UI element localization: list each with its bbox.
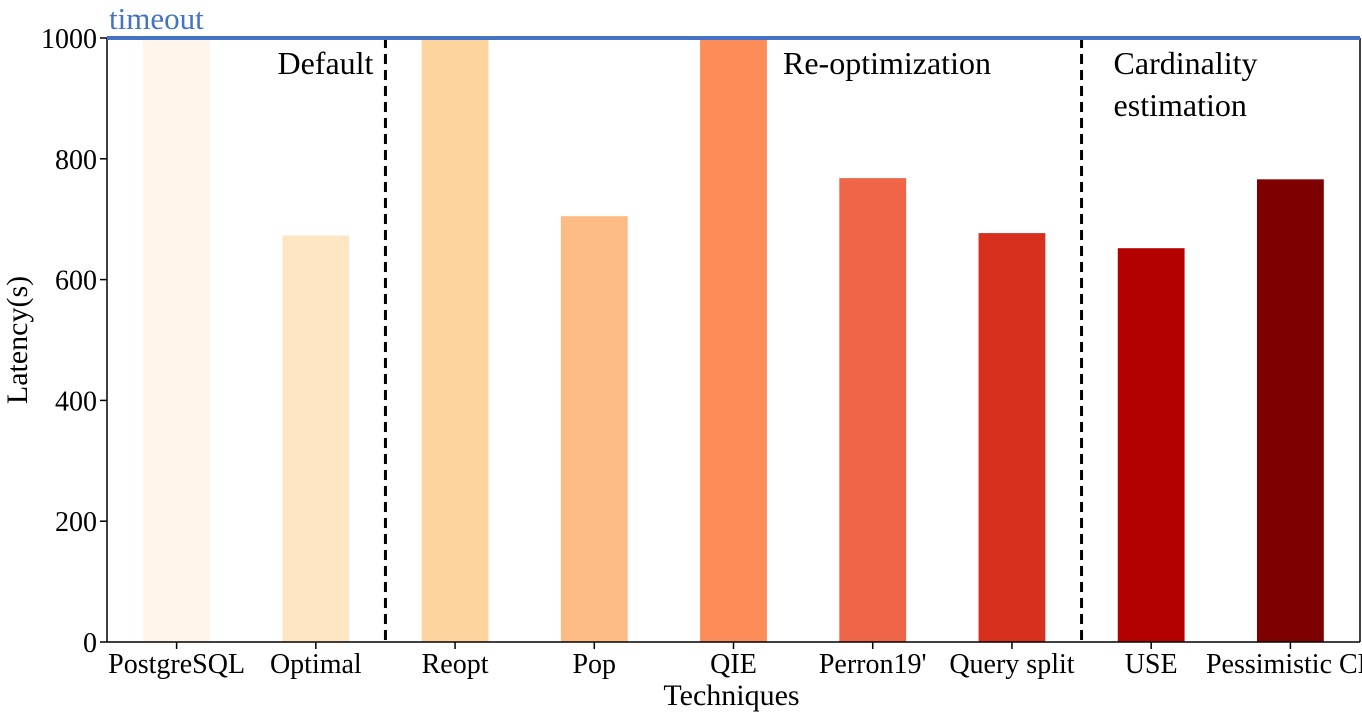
- y-tick-label-0: 0: [83, 628, 97, 659]
- group-label-1-line-0: Re-optimization: [783, 45, 991, 81]
- y-axis-label: Latency(s): [1, 276, 34, 404]
- group-label-2-line-1: estimation: [1114, 87, 1247, 123]
- bar-4: [700, 38, 767, 642]
- y-ticks: 0 200 400 600 800 1000: [41, 24, 107, 659]
- x-tick-label-2: Reopt: [422, 649, 489, 680]
- bar-3: [560, 216, 628, 642]
- bar-0: [143, 38, 211, 642]
- x-tick-label-3: Pop: [572, 649, 616, 680]
- y-tick-label-2: 400: [55, 386, 97, 417]
- x-tick-label-8: Pessimistic CE: [1206, 649, 1362, 680]
- group-label-0-line-0: Default: [277, 45, 373, 81]
- timeout-label: timeout: [109, 1, 204, 36]
- bar-7: [1117, 248, 1185, 642]
- bar-8: [1256, 179, 1324, 642]
- x-tick-label-0: PostgreSQL: [108, 649, 245, 680]
- group-label-2-line-0: Cardinality: [1114, 45, 1258, 81]
- y-tick-label-1: 200: [55, 507, 97, 538]
- y-tick-label-3: 600: [55, 266, 97, 297]
- x-tick-label-6: Query split: [949, 649, 1074, 680]
- y-tick-label-5: 1000: [41, 24, 97, 55]
- x-tick-label-4: QIE: [710, 649, 757, 680]
- bar-6: [978, 233, 1046, 643]
- x-tick-label-7: USE: [1125, 649, 1178, 680]
- bar-5: [839, 178, 907, 643]
- bars-layer: [143, 38, 1324, 643]
- x-axis-label: Techniques: [663, 679, 799, 712]
- group-separators: [383, 38, 1084, 642]
- bar-2: [421, 38, 489, 642]
- x-ticks: PostgreSQL Optimal Reopt Pop QIE Perron19' Que…: [108, 642, 1362, 680]
- x-tick-label-5: Perron19': [819, 649, 927, 680]
- group-labels: Default Re-optimization Cardinality estimat…: [277, 45, 1257, 123]
- bar-1: [282, 235, 350, 642]
- x-tick-label-1: Optimal: [270, 649, 362, 680]
- y-tick-label-4: 800: [55, 145, 97, 176]
